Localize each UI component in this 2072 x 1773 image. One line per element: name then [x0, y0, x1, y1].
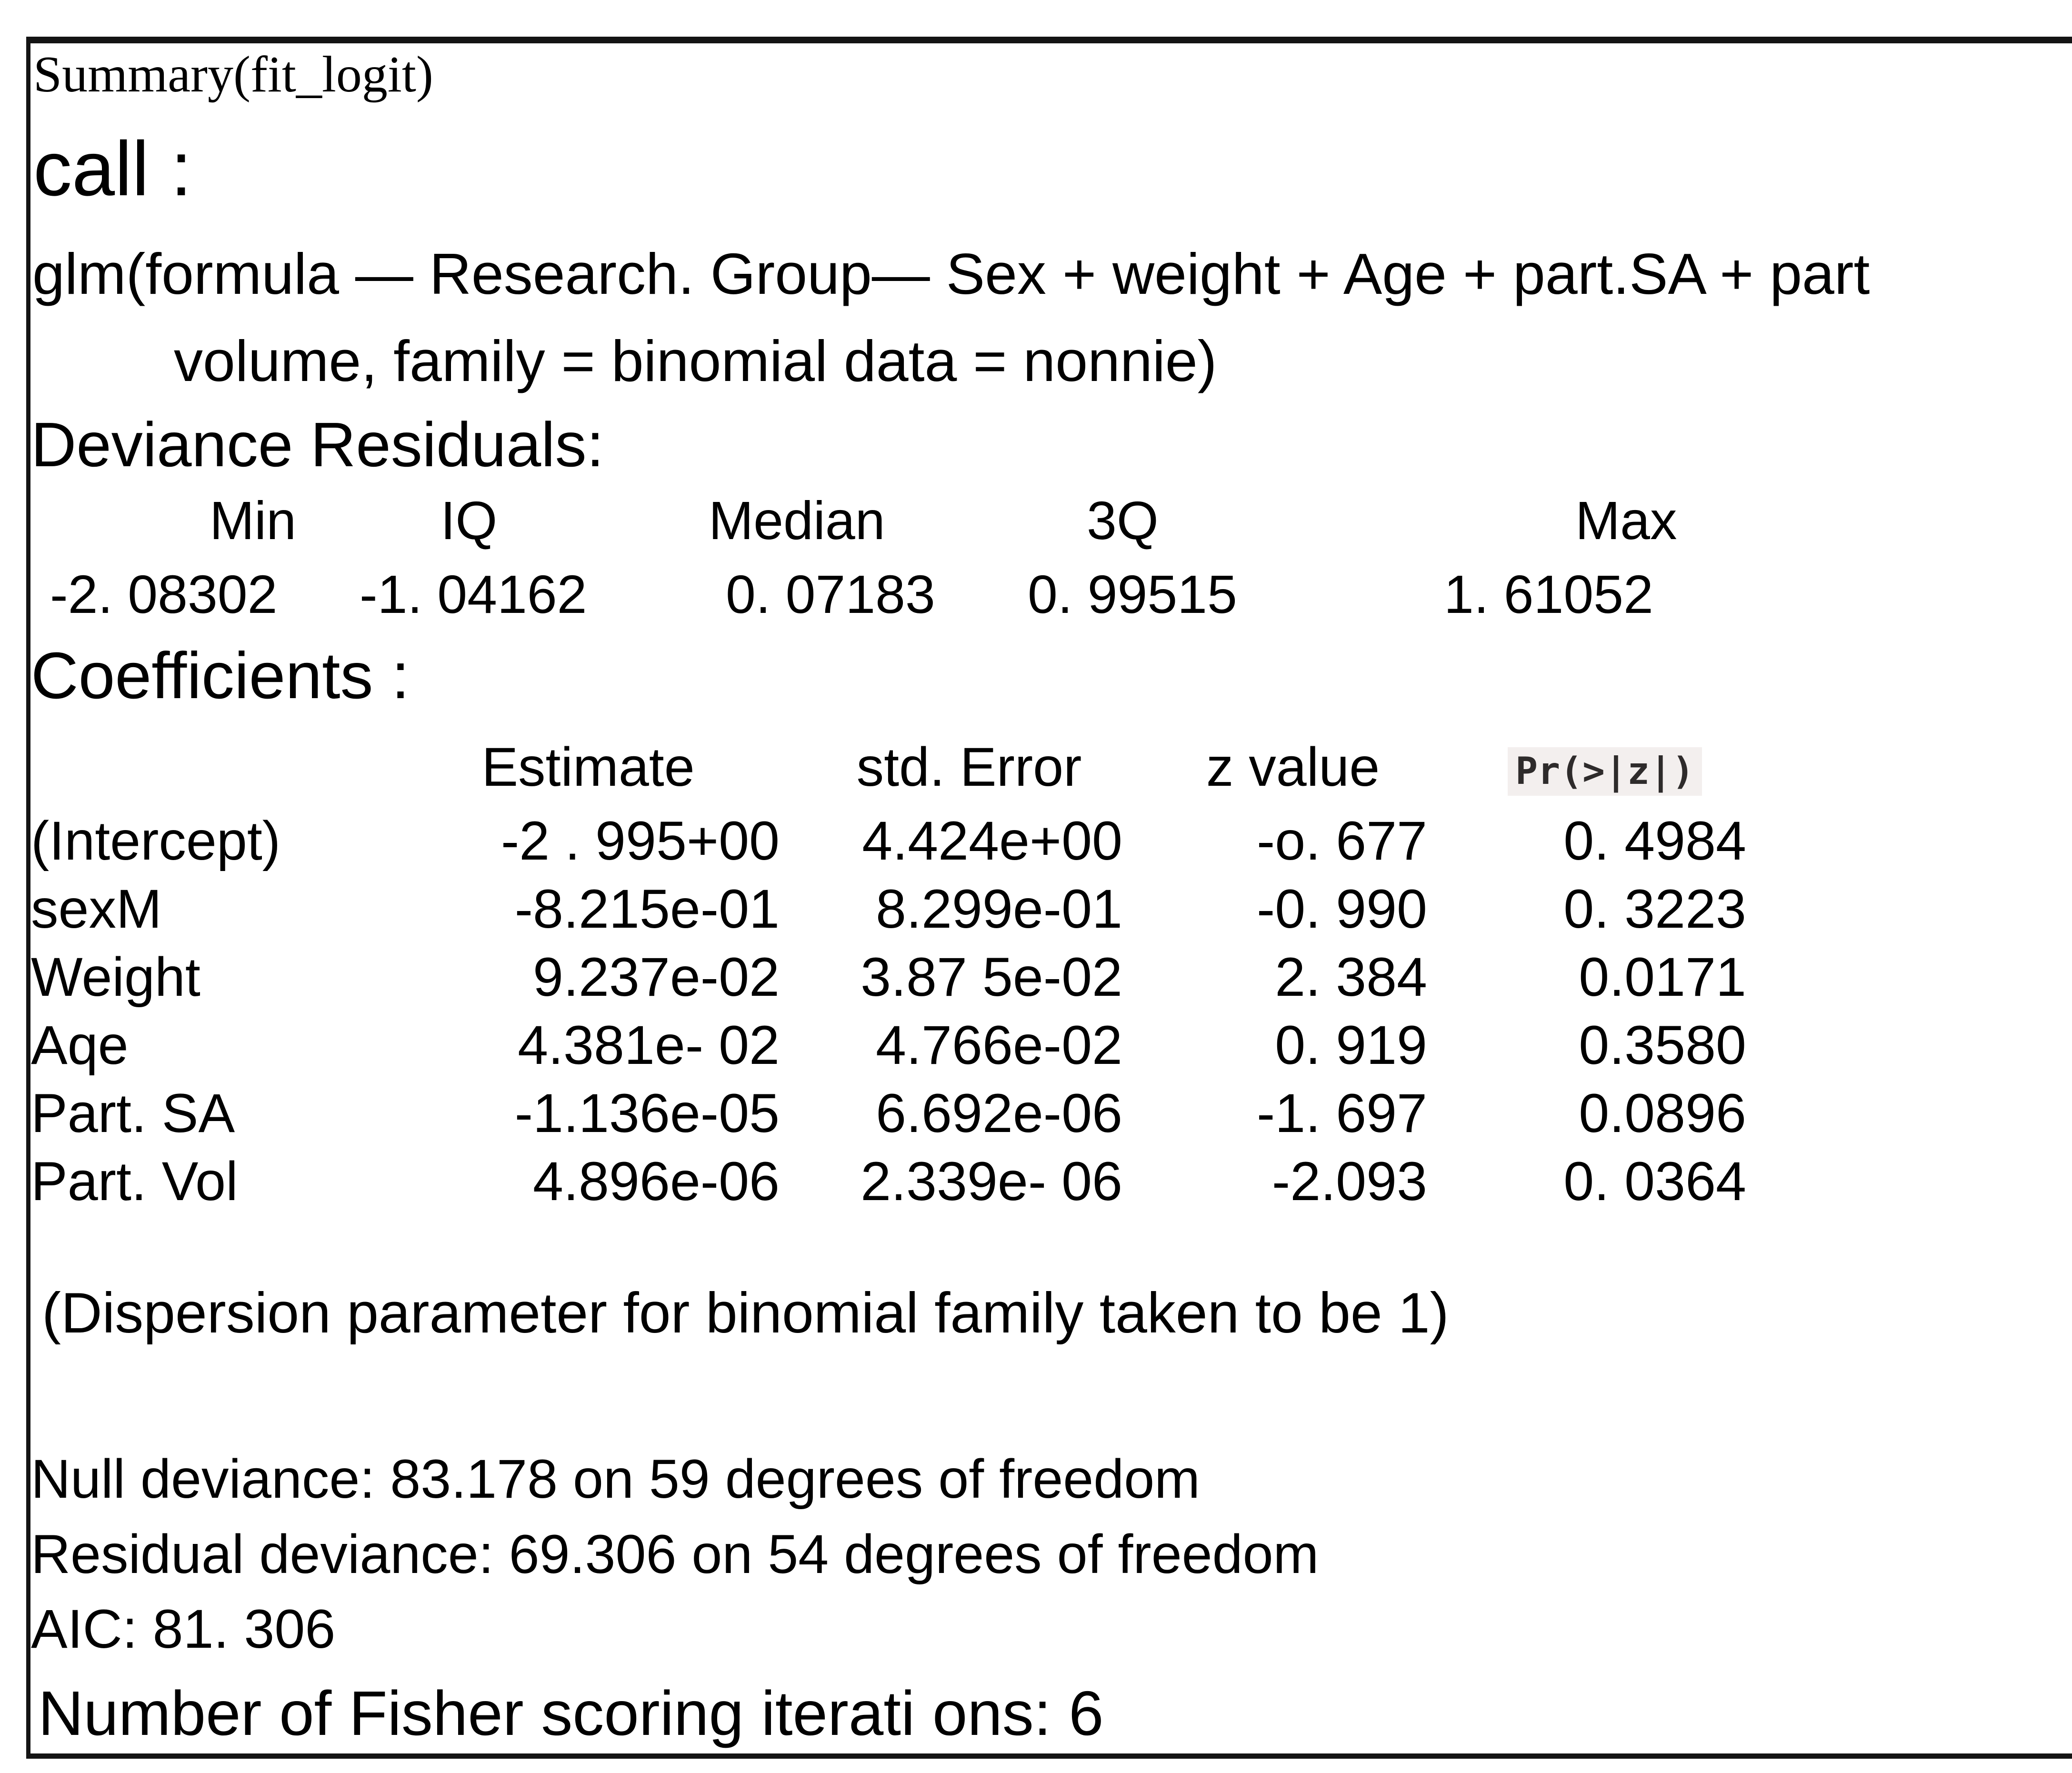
coef-row-estimate: 4.381e- 02 [518, 1015, 780, 1076]
coef-col-estimate: Estimate [481, 737, 695, 798]
coef-row-std: 8.299e-01 [876, 879, 1122, 940]
coef-row-label: Aqe [31, 1015, 129, 1076]
dispersion-line: (Dispersion parameter for binomial famil… [42, 1281, 1449, 1345]
coef-row-z: -1. 697 [1256, 1083, 1427, 1144]
coef-row-label: (Intercept) [31, 811, 281, 871]
coef-row-std: 3.87 5e-02 [861, 947, 1122, 1008]
fisher-iterations-line: Number of Fisher scoring iterati ons: 6 [38, 1678, 1104, 1748]
coef-row-p: 0. 0364 [1563, 1151, 1746, 1212]
coef-row-p: 0.0171 [1579, 947, 1746, 1008]
coef-col-z-value: z value [1206, 737, 1380, 798]
coef-row-z: -2.093 [1271, 1151, 1427, 1212]
residual-deviance-line: Residual deviance: 69.306 on 54 degrees … [31, 1524, 1319, 1585]
coef-row-label: Part. Vol [31, 1151, 238, 1212]
coef-col-p-value: Pr(>|z|) [1445, 728, 1764, 807]
pr-z-header-chip: Pr(>|z|) [1508, 747, 1702, 796]
dr-value-min: -2. 08302 [50, 564, 278, 624]
dr-value-median: 0. 07183 [726, 564, 935, 624]
coef-row-std: 4.766e-02 [876, 1015, 1122, 1076]
coef-row-estimate: 9.237e-02 [533, 947, 780, 1008]
coef-row-std: 6.692e-06 [876, 1083, 1122, 1144]
dr-value-max: 1. 61052 [1444, 564, 1653, 624]
coef-row-std: 2.339e- 06 [861, 1151, 1122, 1212]
coef-row-label: Weight [31, 947, 200, 1008]
output-frame-border [26, 37, 2072, 1759]
coef-row-label: Part. SA [31, 1083, 235, 1144]
dr-value-3q: 0. 99515 [1028, 564, 1237, 624]
coef-col-std-error: std. Error [856, 737, 1082, 798]
dr-value-1q: -1. 04162 [360, 564, 587, 624]
coef-row-estimate: -1.136e-05 [514, 1083, 780, 1144]
coef-row-label: sexM [31, 879, 162, 940]
coef-row-p: 0. 3223 [1563, 879, 1746, 940]
dr-header-min: Min [210, 491, 297, 551]
coef-row-std: 4.424e+00 [862, 811, 1122, 871]
dr-header-median: Median [709, 491, 885, 551]
call-heading: call : [33, 126, 192, 212]
coef-row-z: -o. 677 [1256, 811, 1427, 871]
coef-row-z: 0. 919 [1275, 1015, 1427, 1076]
coef-row-estimate: -2 . 995+00 [500, 811, 780, 871]
dr-header-max: Max [1575, 491, 1677, 551]
coef-col-empty [31, 728, 379, 807]
glm-formula-line1: glm(formula — Research. Group— Sex + wei… [32, 241, 1870, 306]
coef-row-p: 0. 4984 [1563, 811, 1746, 871]
coef-row-p: 0.3580 [1579, 1015, 1746, 1076]
coef-row-p: 0.0896 [1579, 1083, 1746, 1144]
coefficients-heading: Coefficients : [31, 639, 410, 712]
coef-row-estimate: -8.215e-01 [514, 879, 780, 940]
dr-header-3q: 3Q [1087, 491, 1159, 551]
coefficients-table: Estimate std. Error z value Pr(>|z|) (In… [31, 728, 1764, 1216]
aic-line: AIC: 81. 306 [31, 1599, 336, 1660]
coef-row-estimate: 4.896e-06 [533, 1151, 780, 1212]
dr-header-1q: IQ [440, 491, 498, 551]
coef-row-z: -0. 990 [1256, 879, 1427, 940]
glm-formula-line2: volume, family = binomial data = nonnie) [174, 329, 1217, 393]
coef-row-z: 2. 384 [1275, 947, 1427, 1008]
summary-code-line: Summary(fit_logit) [33, 46, 433, 103]
null-deviance-line: Null deviance: 83.178 on 59 degrees of f… [31, 1449, 1200, 1510]
deviance-residuals-heading: Deviance Residuals: [31, 410, 604, 480]
